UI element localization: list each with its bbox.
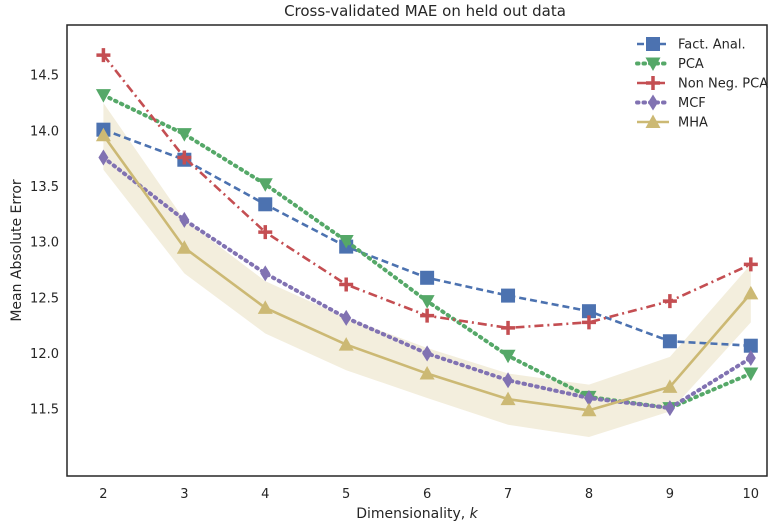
series-point bbox=[419, 295, 435, 309]
series-point bbox=[260, 265, 271, 282]
y-axis-title: Mean Absolute Error bbox=[9, 179, 25, 322]
series bbox=[96, 48, 758, 335]
series bbox=[95, 127, 759, 417]
series-point bbox=[583, 390, 594, 407]
x-tick-label: 6 bbox=[423, 487, 431, 502]
series-point bbox=[743, 257, 758, 272]
series-point bbox=[664, 400, 675, 417]
y-tick-label: 13.5 bbox=[30, 180, 59, 195]
series-point bbox=[258, 197, 273, 212]
series-point bbox=[341, 309, 352, 326]
series-point bbox=[176, 240, 192, 254]
series-point bbox=[95, 89, 111, 103]
x-tick-label: 9 bbox=[666, 487, 674, 502]
x-axis-title-variable: k bbox=[470, 506, 479, 522]
series-point bbox=[743, 338, 758, 353]
y-tick-label: 13.0 bbox=[30, 236, 59, 251]
legend-label: MHA bbox=[678, 116, 708, 131]
series-point bbox=[419, 366, 435, 380]
x-tick-label: 2 bbox=[99, 487, 107, 502]
x-axis-ticks: 2 3 4 5 6 7 8 9 10 bbox=[99, 487, 759, 502]
series-point bbox=[581, 315, 596, 330]
legend-swatch-marker bbox=[648, 94, 658, 111]
series-point bbox=[257, 300, 273, 314]
series-point bbox=[98, 149, 109, 166]
series-point bbox=[662, 334, 677, 349]
series-point bbox=[501, 288, 516, 303]
series-point bbox=[96, 48, 111, 63]
series-point bbox=[581, 304, 596, 319]
legend: Fact. Anal. PCA Non Neg. PCA MCF MHA bbox=[635, 37, 768, 131]
legend-label: PCA bbox=[678, 57, 704, 72]
series-point bbox=[338, 337, 354, 351]
legend-label: Fact. Anal. bbox=[678, 38, 746, 53]
series-point bbox=[500, 349, 516, 364]
series-point bbox=[662, 294, 677, 309]
plot-frame bbox=[66, 24, 768, 477]
chart-title: Cross-validated MAE on held out data bbox=[284, 2, 566, 20]
series-point bbox=[581, 402, 597, 417]
series-point bbox=[338, 235, 354, 249]
series-point bbox=[177, 150, 192, 165]
series-point bbox=[179, 211, 190, 228]
series-point bbox=[422, 345, 433, 362]
legend-item: MCF bbox=[635, 94, 706, 111]
series-point bbox=[745, 349, 756, 366]
series-point bbox=[176, 128, 192, 142]
x-tick-label: 5 bbox=[342, 487, 350, 502]
series-point bbox=[95, 127, 111, 142]
x-tick-label: 7 bbox=[504, 487, 512, 502]
series-point bbox=[743, 367, 759, 382]
x-tick-label: 8 bbox=[585, 487, 593, 502]
y-tick-label: 14.0 bbox=[30, 124, 59, 139]
series-point bbox=[501, 320, 516, 335]
x-tick-label: 10 bbox=[743, 487, 760, 502]
series-point bbox=[258, 225, 273, 240]
legend-label: MCF bbox=[678, 96, 706, 111]
series-point bbox=[420, 308, 435, 323]
x-axis-title-text: Dimensionality, bbox=[356, 506, 469, 522]
x-tick-label: 4 bbox=[261, 487, 269, 502]
y-tick-label: 12.5 bbox=[30, 291, 59, 306]
legend-swatch-marker bbox=[645, 57, 661, 71]
x-tick-label: 3 bbox=[180, 487, 188, 502]
legend-swatch-marker bbox=[646, 37, 660, 51]
series bbox=[95, 89, 759, 416]
y-tick-label: 12.0 bbox=[30, 347, 59, 362]
legend-swatch-marker bbox=[645, 114, 661, 128]
legend-label: Non Neg. PCA bbox=[678, 77, 768, 92]
y-tick-label: 14.5 bbox=[30, 69, 59, 84]
series-point bbox=[500, 391, 516, 406]
series-point bbox=[743, 285, 759, 300]
legend-item: Non Neg. PCA bbox=[637, 76, 768, 92]
series-point bbox=[257, 178, 273, 192]
series-band bbox=[103, 102, 751, 438]
series-point bbox=[503, 372, 514, 389]
plot-area bbox=[95, 48, 759, 438]
legend-swatch-marker bbox=[646, 76, 660, 90]
legend-item: MHA bbox=[637, 114, 708, 131]
series bbox=[98, 149, 756, 417]
y-axis-ticks: 11.5 12.0 12.5 13.0 13.5 14.0 14.5 bbox=[30, 69, 59, 418]
y-tick-label: 11.5 bbox=[30, 403, 59, 418]
series-point bbox=[662, 379, 678, 393]
legend-item: Fact. Anal. bbox=[637, 37, 746, 53]
series-point bbox=[339, 277, 354, 292]
x-axis-title: Dimensionality, k bbox=[356, 506, 478, 522]
series-point bbox=[420, 270, 435, 285]
legend-item: PCA bbox=[635, 57, 704, 72]
